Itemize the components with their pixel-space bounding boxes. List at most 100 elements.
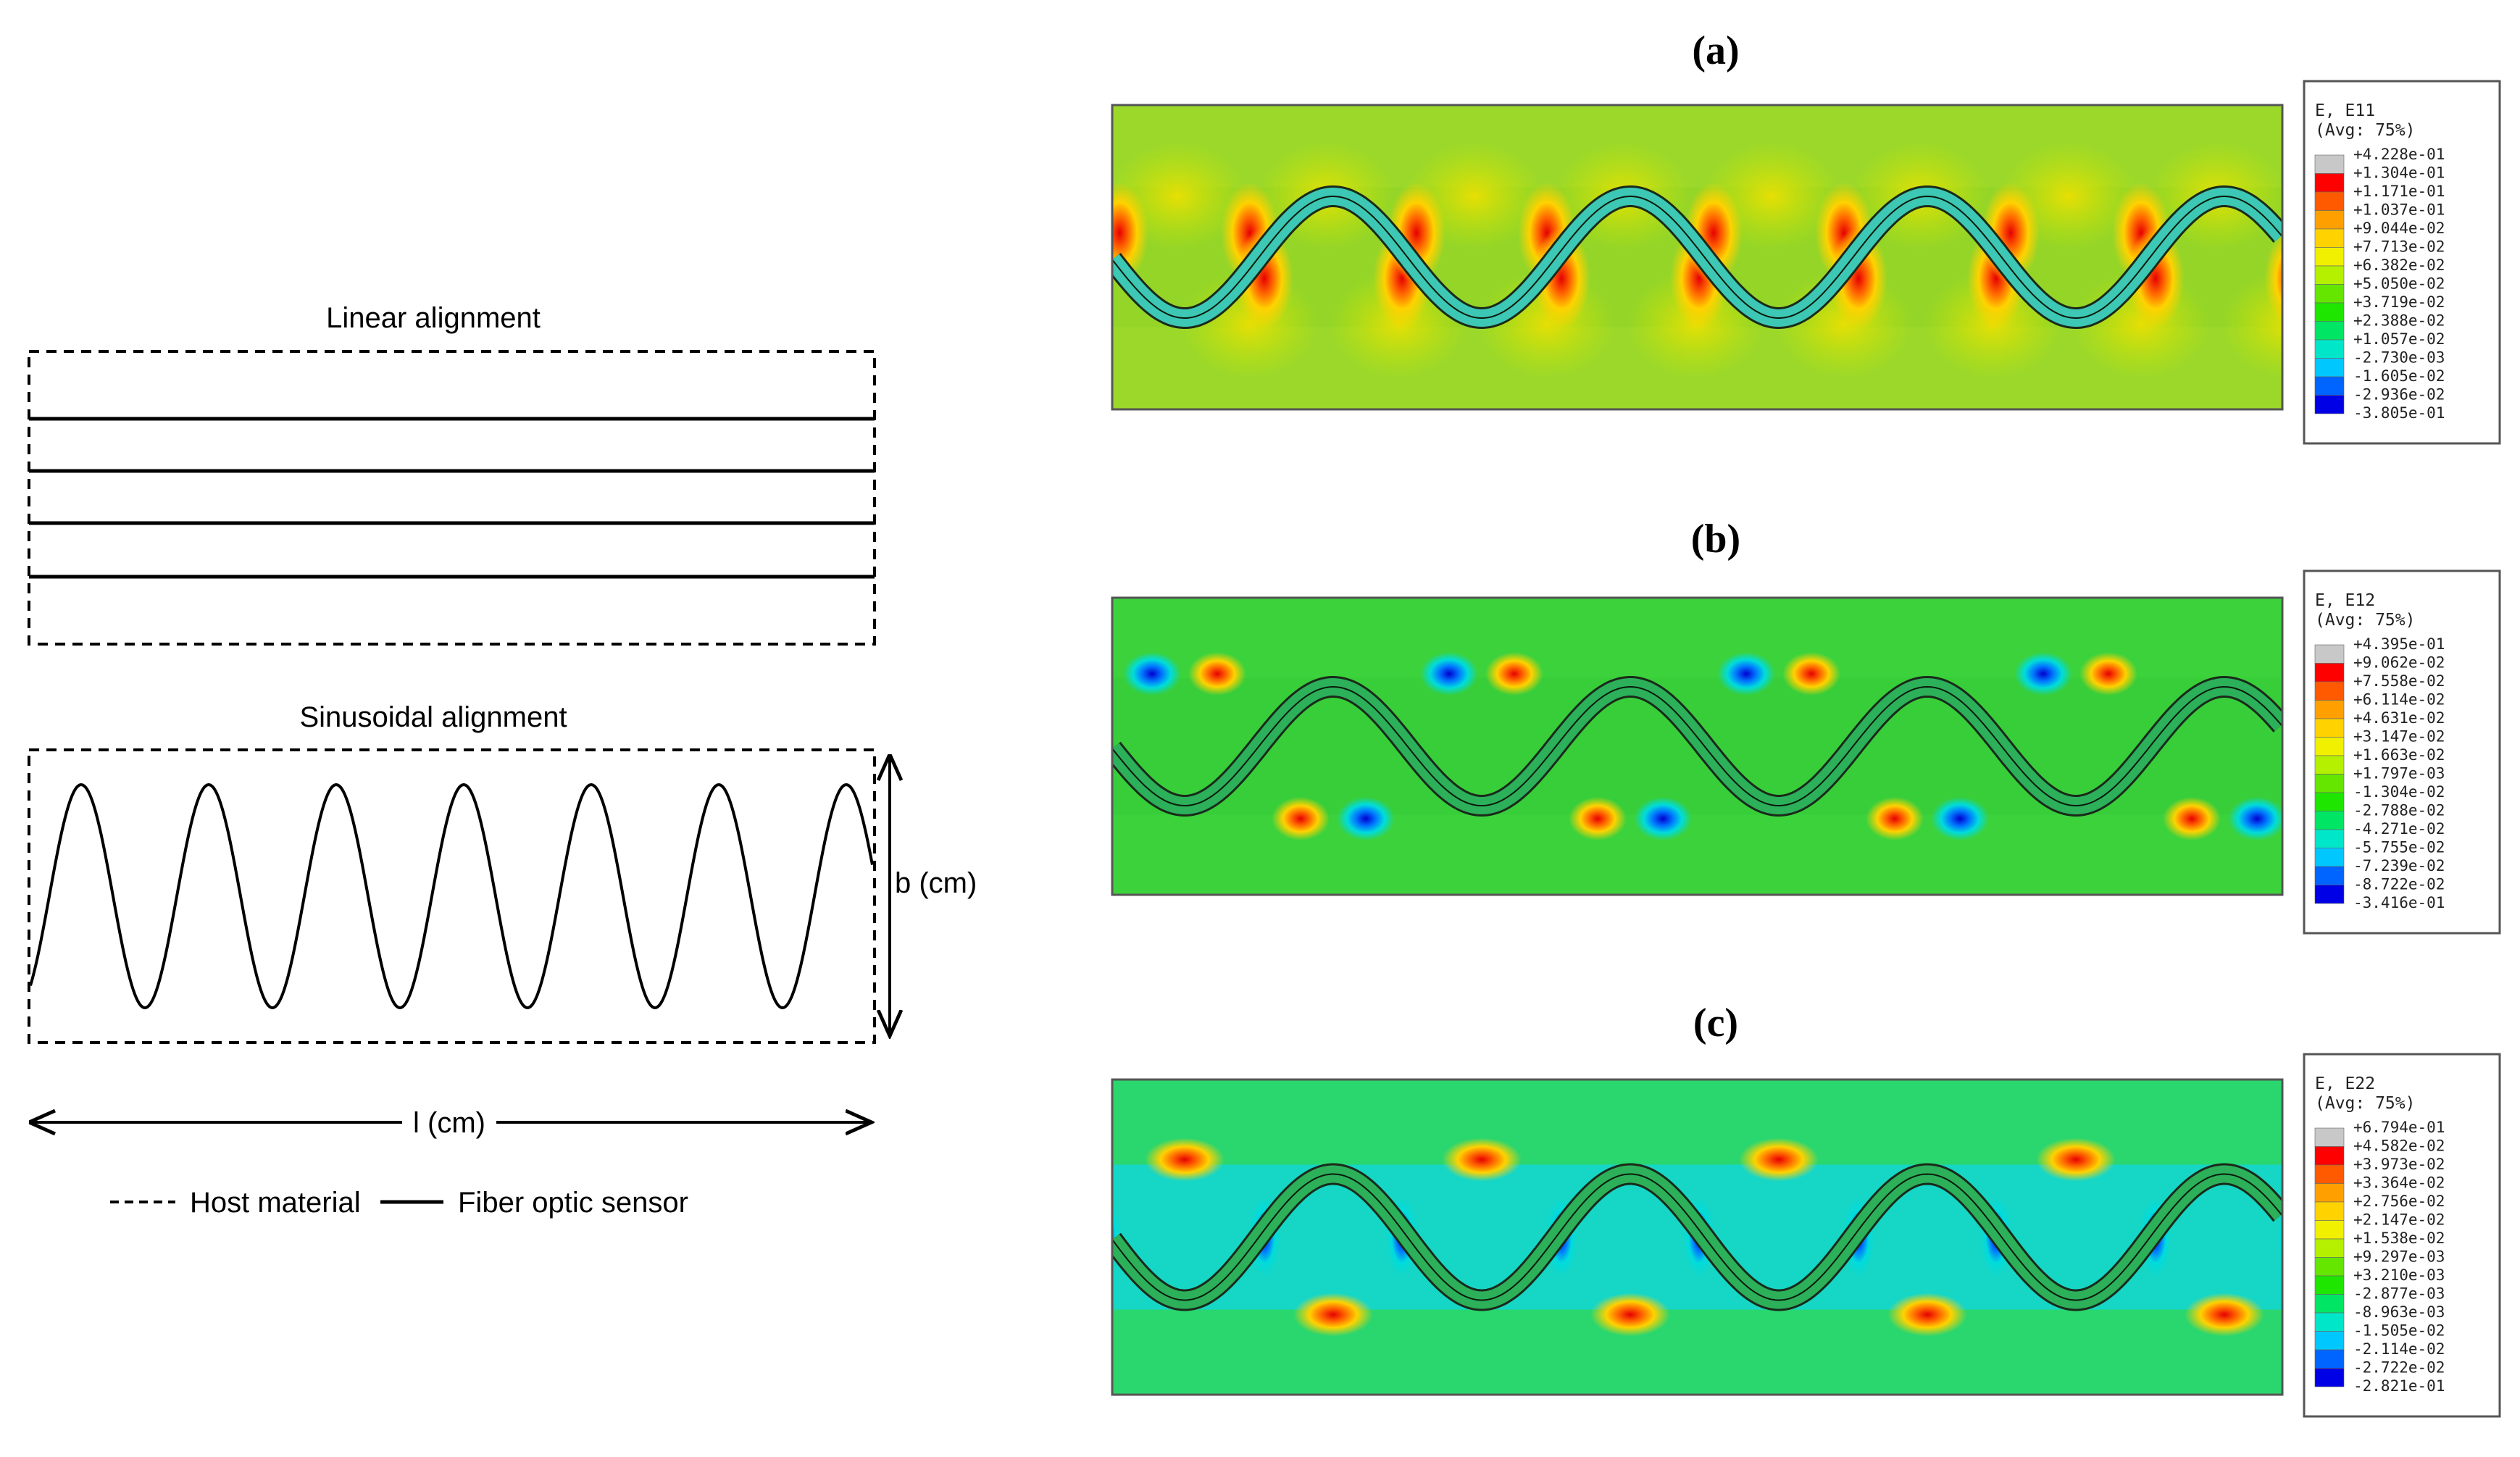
legend-value: +2.147e-02: [2353, 1211, 2445, 1229]
sinusoidal-fiber: [29, 782, 874, 1010]
legend-color-swatch: [2314, 1183, 2345, 1203]
legend-color-swatch: [2314, 247, 2345, 267]
legend-color-swatch: [2314, 811, 2345, 830]
legend-color-swatch: [2314, 1164, 2345, 1184]
panel-border: [1111, 596, 2284, 896]
strain-contour-panels: (a)E, E11(Avg: 75%)+4.228e-01+1.304e-01+…: [1111, 28, 2501, 1418]
legend-value: -2.788e-02: [2353, 802, 2445, 819]
legend-value: -8.963e-03: [2353, 1303, 2445, 1321]
legend-value: +2.388e-02: [2353, 312, 2445, 330]
legend-color-swatch: [2314, 265, 2345, 285]
legend-host-material-label: Host material: [190, 1187, 361, 1219]
sinusoidal-alignment-title: Sinusoidal alignment: [299, 701, 567, 733]
schematic-legend: Host material Fiber optic sensor: [110, 1187, 688, 1219]
legend-value: +4.395e-01: [2353, 635, 2445, 653]
legend-value: +7.713e-02: [2353, 238, 2445, 256]
panel-label: (c): [1693, 1001, 1738, 1045]
legend-value: +4.631e-02: [2353, 709, 2445, 727]
l-dimension-label: l (cm): [413, 1107, 485, 1139]
legend-color-swatch: [2314, 1349, 2345, 1369]
sinusoidal-alignment-diagram: Sinusoidal alignment b (cm): [28, 701, 977, 1044]
panel-border: [1111, 1078, 2284, 1396]
legend-title: E, E11: [2315, 101, 2375, 120]
panel-border: [1111, 104, 2284, 411]
legend-value: +9.044e-02: [2353, 220, 2445, 237]
panel-label: (a): [1692, 28, 1739, 73]
legend-value: -1.304e-02: [2353, 783, 2445, 801]
legend-value: +1.797e-03: [2353, 765, 2445, 782]
contour-panel-1: (a)E, E11(Avg: 75%)+4.228e-01+1.304e-01+…: [1111, 28, 2501, 445]
legend-color-swatch: [2314, 755, 2345, 775]
legend-color-swatch: [2314, 1201, 2345, 1221]
legend-value: -2.114e-02: [2353, 1340, 2445, 1358]
legend-value: +9.297e-03: [2353, 1248, 2445, 1266]
strain-field: [1112, 598, 2282, 895]
legend-color-swatch: [2314, 718, 2345, 738]
legend-value: -8.722e-02: [2353, 876, 2445, 893]
legend-value: +6.382e-02: [2353, 256, 2445, 274]
legend-color-swatch: [2314, 644, 2345, 664]
legend-color-swatch: [2314, 1257, 2345, 1277]
legend-color-swatch: [2314, 210, 2345, 230]
legend-color-swatch: [2314, 1146, 2345, 1166]
legend-value: +2.756e-02: [2353, 1193, 2445, 1210]
legend-value: -2.821e-01: [2353, 1377, 2445, 1395]
legend-color-swatch: [2314, 302, 2345, 322]
legend-value: +4.228e-01: [2353, 146, 2445, 163]
legend-value: +1.057e-02: [2353, 330, 2445, 348]
legend-color-swatch: [2314, 1368, 2345, 1387]
legend-color-swatch: [2314, 376, 2345, 396]
b-dimension-label: b (cm): [895, 867, 977, 899]
legend-color-swatch: [2314, 191, 2345, 211]
legend-color-swatch: [2314, 829, 2345, 848]
legend-color-swatch: [2314, 737, 2345, 756]
strain-field: [1112, 1080, 2282, 1395]
legend-color-swatch: [2314, 1275, 2345, 1295]
legend-value: -2.877e-03: [2353, 1285, 2445, 1303]
legend-value: +1.663e-02: [2353, 746, 2445, 764]
legend-avg: (Avg: 75%): [2315, 1094, 2415, 1113]
legend-value: -1.605e-02: [2353, 367, 2445, 385]
legend-value: +3.147e-02: [2353, 728, 2445, 746]
legend-color-swatch: [2314, 885, 2345, 904]
legend-color-swatch: [2314, 358, 2345, 377]
legend-title: E, E22: [2315, 1074, 2375, 1093]
legend-color-swatch: [2314, 339, 2345, 359]
linear-alignment-title: Linear alignment: [326, 302, 541, 334]
legend-value: +1.037e-01: [2353, 201, 2445, 219]
legend-color-swatch: [2314, 228, 2345, 248]
linear-alignment-diagram: Linear alignment: [28, 302, 876, 646]
legend-color-swatch: [2314, 1220, 2345, 1240]
legend-color-swatch: [2314, 173, 2345, 193]
legend-avg: (Avg: 75%): [2315, 121, 2415, 140]
legend-value: +3.719e-02: [2353, 293, 2445, 311]
legend-value: -4.271e-02: [2353, 820, 2445, 838]
legend-value: +9.062e-02: [2353, 654, 2445, 672]
legend-value: -5.755e-02: [2353, 839, 2445, 856]
legend-color-swatch: [2314, 792, 2345, 811]
legend-value: -2.936e-02: [2353, 386, 2445, 404]
l-dimension: l (cm): [32, 1107, 872, 1139]
legend-value: +5.050e-02: [2353, 275, 2445, 293]
legend-value: +6.114e-02: [2353, 691, 2445, 709]
legend-color-swatch: [2314, 1312, 2345, 1332]
legend-value: +3.973e-02: [2353, 1156, 2445, 1173]
contour-legend: E, E22(Avg: 75%) +6.794e-01+4.582e-02+3.9…: [2303, 1053, 2501, 1418]
legend-value: -2.730e-03: [2353, 349, 2445, 367]
legend-value: +7.558e-02: [2353, 672, 2445, 690]
legend-value: +6.794e-01: [2353, 1119, 2445, 1136]
legend-value: +3.210e-03: [2353, 1266, 2445, 1284]
legend-value: +1.171e-01: [2353, 183, 2445, 200]
contour-legend: E, E11(Avg: 75%) +4.228e-01+1.304e-01+1.1…: [2303, 80, 2501, 445]
legend-value: +3.364e-02: [2353, 1174, 2445, 1192]
legend-value: +4.582e-02: [2353, 1137, 2445, 1155]
legend-value: -7.239e-02: [2353, 857, 2445, 874]
legend-fiber-optic-sensor-label: Fiber optic sensor: [458, 1187, 688, 1219]
legend-value: +1.538e-02: [2353, 1230, 2445, 1247]
legend-color-swatch: [2314, 321, 2345, 341]
legend-value: +1.304e-01: [2353, 164, 2445, 182]
legend-color-swatch: [2314, 681, 2345, 701]
linear-host-material-box: [28, 350, 876, 646]
legend-color-swatch: [2314, 154, 2345, 174]
